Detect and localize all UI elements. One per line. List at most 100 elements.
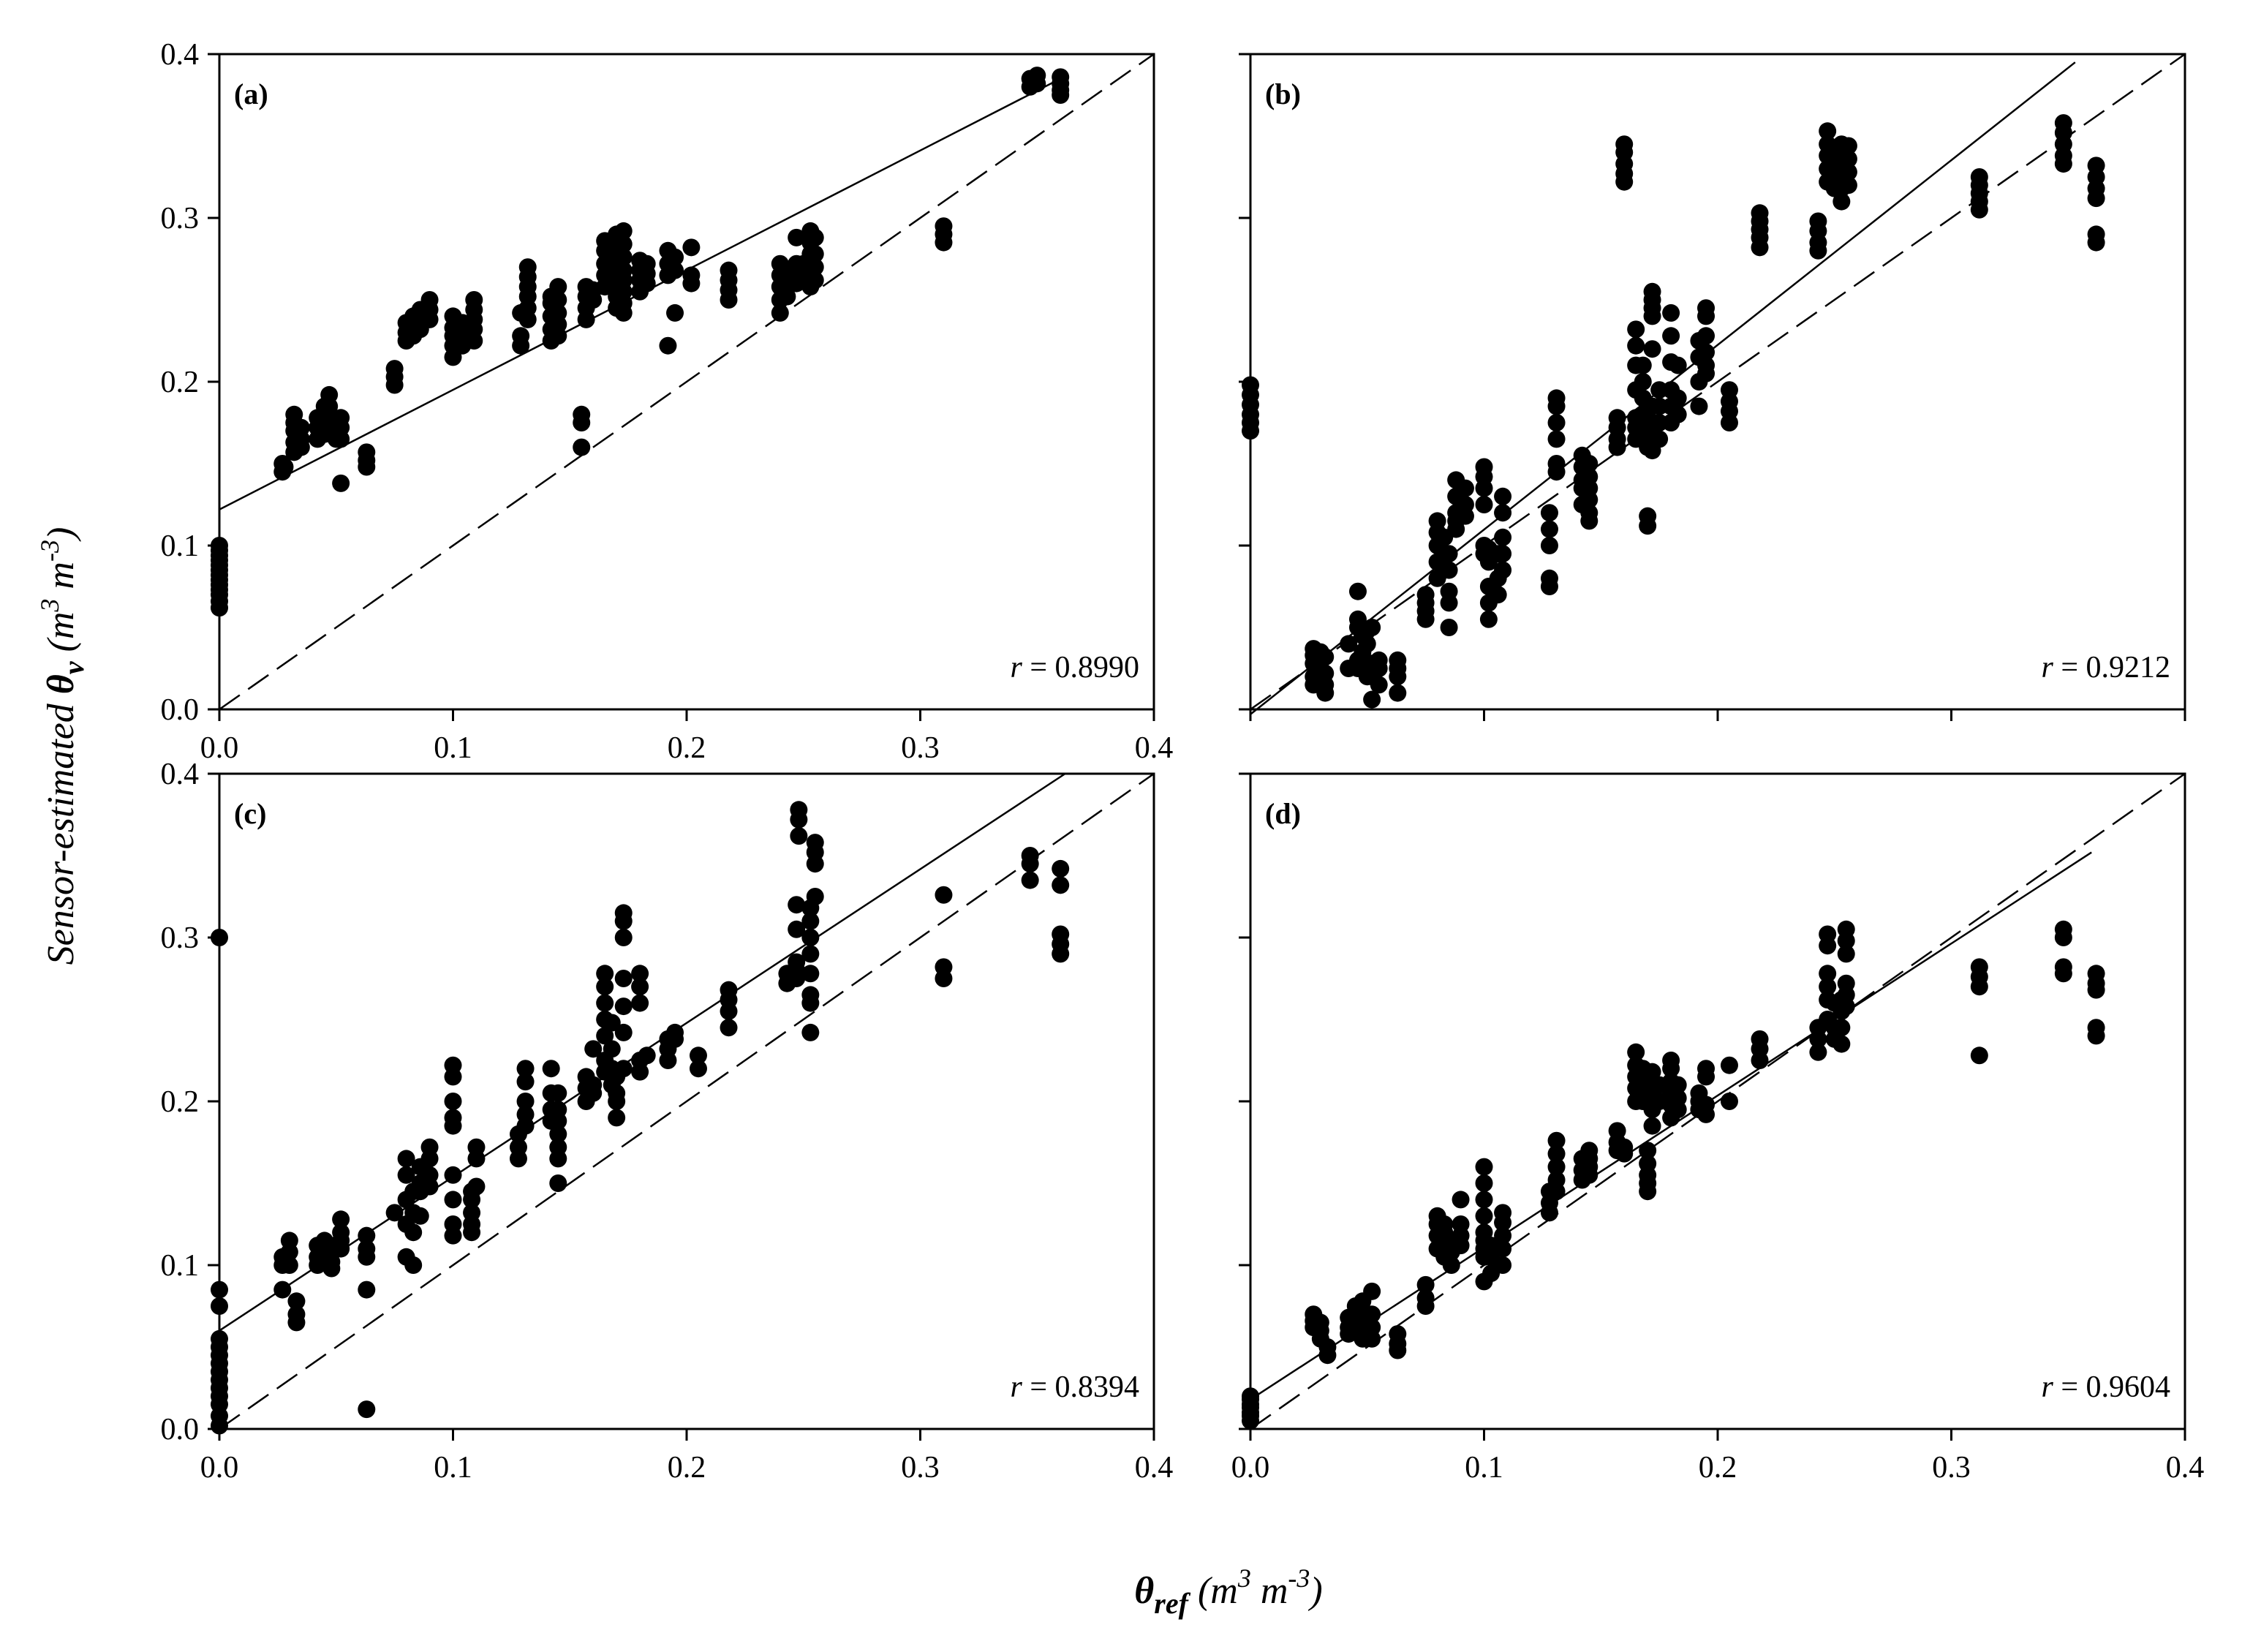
data-point [666,248,684,266]
data-point [1751,204,1769,222]
data-point [1540,537,1558,554]
data-point [1697,327,1716,345]
data-point [1662,327,1680,345]
data-point [280,1232,298,1250]
data-point [2054,958,2072,976]
data-point [1627,320,1645,339]
data-point [549,1084,567,1102]
data-point [1833,1019,1851,1037]
data-point [211,1329,228,1348]
data-point [1475,1174,1493,1192]
data-point [2054,920,2072,938]
data-point [549,303,567,322]
x-tick-label: 0.3 [901,731,940,765]
data-point [1639,1142,1657,1160]
data-point [935,958,953,976]
y-tick-label: 0.4 [161,38,200,72]
y-tick-label: 0.3 [161,921,200,955]
data-point [332,1223,350,1242]
data-point [1452,1215,1470,1233]
data-point [631,965,649,983]
data-point [358,1240,376,1258]
data-point [801,965,820,983]
data-point [614,248,633,266]
data-point [720,261,738,279]
data-point [1489,586,1507,604]
data-point [1440,545,1458,563]
y-tick-label: 0.0 [161,1413,200,1447]
data-point [935,217,953,235]
data-point [1475,1158,1493,1176]
panels-group: 0.0 0.1 0.2 0.3 0.40.00.10.20.30.4(a)r = 0.8… [161,38,2205,1485]
data-point [320,385,339,404]
data-point [2054,114,2072,132]
data-point [1494,1256,1512,1274]
data-point [1547,1131,1566,1150]
data-point [790,827,808,845]
data-point [1475,496,1493,513]
data-point [1416,1275,1435,1294]
data-point [596,965,614,983]
data-point [1580,455,1599,472]
data-point [467,1138,486,1156]
data-point [332,1210,350,1229]
data-point [614,1060,633,1078]
data-point [573,438,591,456]
data-point [790,801,808,819]
data-point [1697,299,1716,317]
data-point [801,945,820,963]
data-point [1340,635,1358,653]
data-point [1690,397,1708,415]
data-point [1643,1063,1661,1081]
data-point [516,1105,535,1123]
data-point [273,1281,292,1299]
data-point [806,245,824,263]
one-to-one-line [219,772,1155,1430]
x-tick-label: 0.4 [2166,1451,2205,1485]
data-point [444,1215,462,1233]
data-point [614,904,633,922]
data-point [516,1060,535,1078]
data-point [1052,68,1070,86]
panel-c: 0.0 0.1 0.2 0.3 0.4 0.0 0.1 0.2 0.3 0.4 (c) r = 0.8… [161,758,1174,1485]
x-tick-label: 0.3 [901,1451,940,1485]
data-point [1416,586,1435,604]
data-point [1311,1313,1329,1332]
x-tick-label: 0.2 [1699,1451,1737,1485]
data-point [1318,1338,1337,1356]
panel-label: (d) [1265,797,1301,830]
data-point [1316,648,1335,666]
data-point [444,1191,462,1209]
data-point [444,1093,462,1110]
data-point [1643,282,1661,301]
y-tick-label: 0.2 [161,366,200,399]
data-point [1547,414,1566,431]
data-point [1639,1155,1657,1173]
data-point [1428,512,1446,530]
data-point [2087,1019,2105,1037]
data-point [689,1060,707,1078]
data-point [1028,67,1046,85]
data-point [2087,156,2105,175]
data-point [1833,192,1851,211]
data-point [516,1073,535,1091]
data-point [465,291,483,309]
data-point [659,336,677,355]
data-point [280,1256,298,1274]
data-point [1242,376,1259,394]
data-point [614,222,633,240]
data-point [788,228,806,246]
data-point [1697,356,1716,374]
data-point [1819,122,1837,140]
data-point [1809,212,1827,230]
data-point [1547,1171,1566,1189]
r-value: = 0.8990 [1030,651,1139,684]
data-point [1358,635,1376,653]
data-point [1475,1191,1493,1209]
data-point [603,1014,621,1032]
data-point [287,1292,306,1310]
data-point [332,409,350,427]
r-value: = 0.8394 [1030,1370,1139,1404]
data-point [720,981,738,999]
